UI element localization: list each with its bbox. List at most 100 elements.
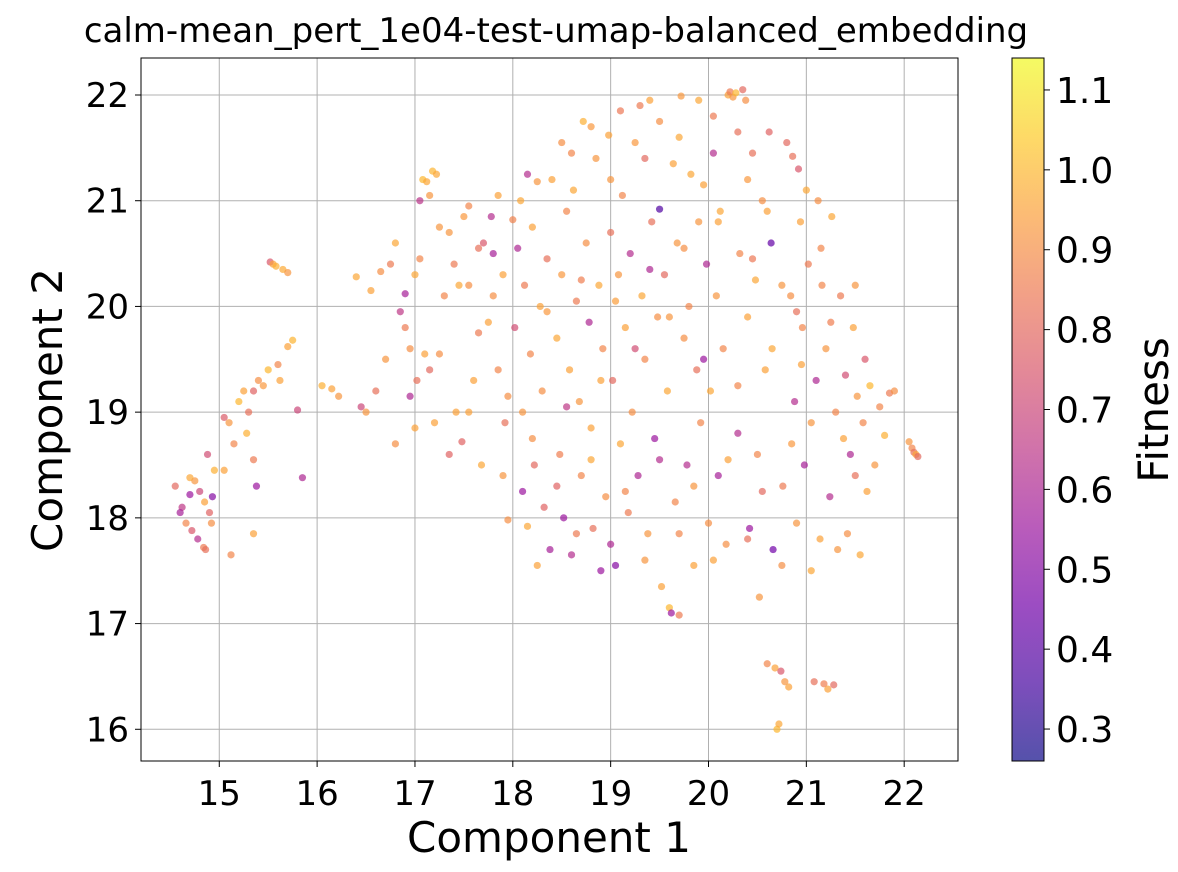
data-point xyxy=(435,350,444,358)
data-point xyxy=(614,271,623,279)
data-point xyxy=(695,218,703,226)
data-point xyxy=(876,403,884,411)
colorbar-tick-label: 1.0 xyxy=(1056,151,1113,192)
data-point xyxy=(575,397,583,406)
data-point xyxy=(553,334,561,342)
data-point xyxy=(706,387,715,395)
data-point xyxy=(732,89,740,97)
data-point xyxy=(716,207,724,215)
data-point xyxy=(421,350,429,358)
data-point xyxy=(779,482,787,490)
data-point xyxy=(440,292,448,300)
data-point xyxy=(712,292,720,300)
data-point xyxy=(667,609,675,617)
data-point xyxy=(755,593,763,601)
data-point xyxy=(673,239,681,247)
data-point xyxy=(533,561,541,570)
data-point xyxy=(477,461,486,469)
data-point xyxy=(753,450,762,459)
data-point xyxy=(430,419,439,427)
colorbar-tick-label: 0.4 xyxy=(1056,630,1113,671)
data-point xyxy=(245,408,253,416)
data-point xyxy=(690,482,698,490)
data-point xyxy=(474,244,483,252)
data-point xyxy=(298,474,307,482)
data-point xyxy=(318,382,326,390)
data-point xyxy=(778,281,786,289)
data-point xyxy=(824,685,832,693)
data-point xyxy=(597,376,605,385)
colorbar-label: Fitness xyxy=(1129,337,1178,482)
y-tick-label: 22 xyxy=(86,76,129,116)
data-point xyxy=(540,503,548,511)
data-point xyxy=(582,239,590,247)
data-point xyxy=(871,461,879,469)
data-point xyxy=(781,678,789,686)
data-point xyxy=(225,419,233,427)
data-point xyxy=(426,366,434,374)
data-point xyxy=(372,387,380,395)
data-point xyxy=(618,191,626,200)
data-point xyxy=(194,535,202,543)
data-point xyxy=(794,165,803,173)
data-point xyxy=(205,508,214,517)
data-point xyxy=(765,128,773,136)
data-point xyxy=(704,519,713,527)
data-point xyxy=(523,170,532,178)
data-point xyxy=(207,519,216,527)
data-point xyxy=(530,461,538,469)
data-point xyxy=(396,308,404,316)
data-point xyxy=(828,212,836,221)
data-point xyxy=(569,186,578,194)
data-point xyxy=(634,471,642,480)
data-point xyxy=(628,408,636,416)
data-point xyxy=(264,366,272,374)
plot-area xyxy=(140,57,959,762)
data-point xyxy=(611,561,620,570)
data-point xyxy=(546,545,554,554)
data-point xyxy=(563,207,571,215)
data-point xyxy=(210,466,218,474)
data-point xyxy=(335,392,343,400)
data-point xyxy=(406,345,414,353)
data-point xyxy=(465,408,473,416)
data-point xyxy=(201,545,210,554)
data-point xyxy=(624,508,632,517)
colorbar-tick-label: 0.9 xyxy=(1056,231,1113,272)
x-tick-label: 17 xyxy=(393,774,436,814)
data-point xyxy=(787,292,795,300)
data-point xyxy=(607,540,615,548)
data-point xyxy=(846,450,854,459)
data-point xyxy=(220,466,228,474)
data-point xyxy=(853,392,861,400)
data-point xyxy=(171,482,179,490)
data-point xyxy=(734,382,742,390)
data-point xyxy=(411,271,419,279)
data-point xyxy=(413,376,421,385)
data-point xyxy=(655,117,664,126)
data-point xyxy=(208,493,217,501)
data-point xyxy=(651,434,659,443)
data-point xyxy=(587,456,595,464)
data-point xyxy=(685,302,693,311)
data-point xyxy=(751,276,760,284)
data-point xyxy=(272,262,280,270)
data-point xyxy=(802,186,810,194)
y-tick-label: 16 xyxy=(86,710,129,750)
data-point xyxy=(655,205,664,213)
data-point xyxy=(553,482,561,490)
data-point xyxy=(693,366,701,374)
data-point xyxy=(565,366,574,374)
data-point xyxy=(789,152,797,160)
data-point xyxy=(563,403,571,411)
data-point xyxy=(504,392,512,400)
data-point xyxy=(377,267,385,276)
data-point xyxy=(861,355,869,363)
data-point xyxy=(768,345,776,353)
data-point xyxy=(445,450,453,459)
data-point xyxy=(186,491,194,499)
data-point xyxy=(654,313,662,321)
data-point xyxy=(792,308,801,316)
data-point xyxy=(543,308,551,316)
y-tick-label: 19 xyxy=(86,393,129,433)
